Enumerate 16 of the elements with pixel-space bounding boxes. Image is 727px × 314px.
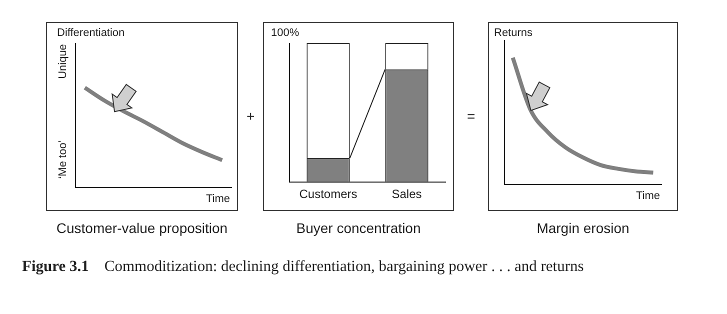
y-axis-title: Differentiation [57,27,125,40]
text: Customer-value proposition [55,220,229,236]
x-axis-title: Time [206,193,230,206]
x-tick-label: Sales [392,187,422,202]
text: Unique [56,44,70,79]
x-tick-label: Customers [299,187,358,202]
x-axis-title: Time [636,190,660,203]
text: + [246,108,255,124]
y-axis-title: Returns [494,27,533,40]
text: Commoditization: declining differentiation, bargaining power . . . and returns [104,258,584,275]
text: ‘Me too’ [56,140,70,179]
text: Margin erosion [536,220,630,236]
text: = [467,108,476,124]
text: Buyer concentration [295,220,422,236]
text: 100% [271,27,300,40]
caption: Figure 3.1 [22,258,89,275]
